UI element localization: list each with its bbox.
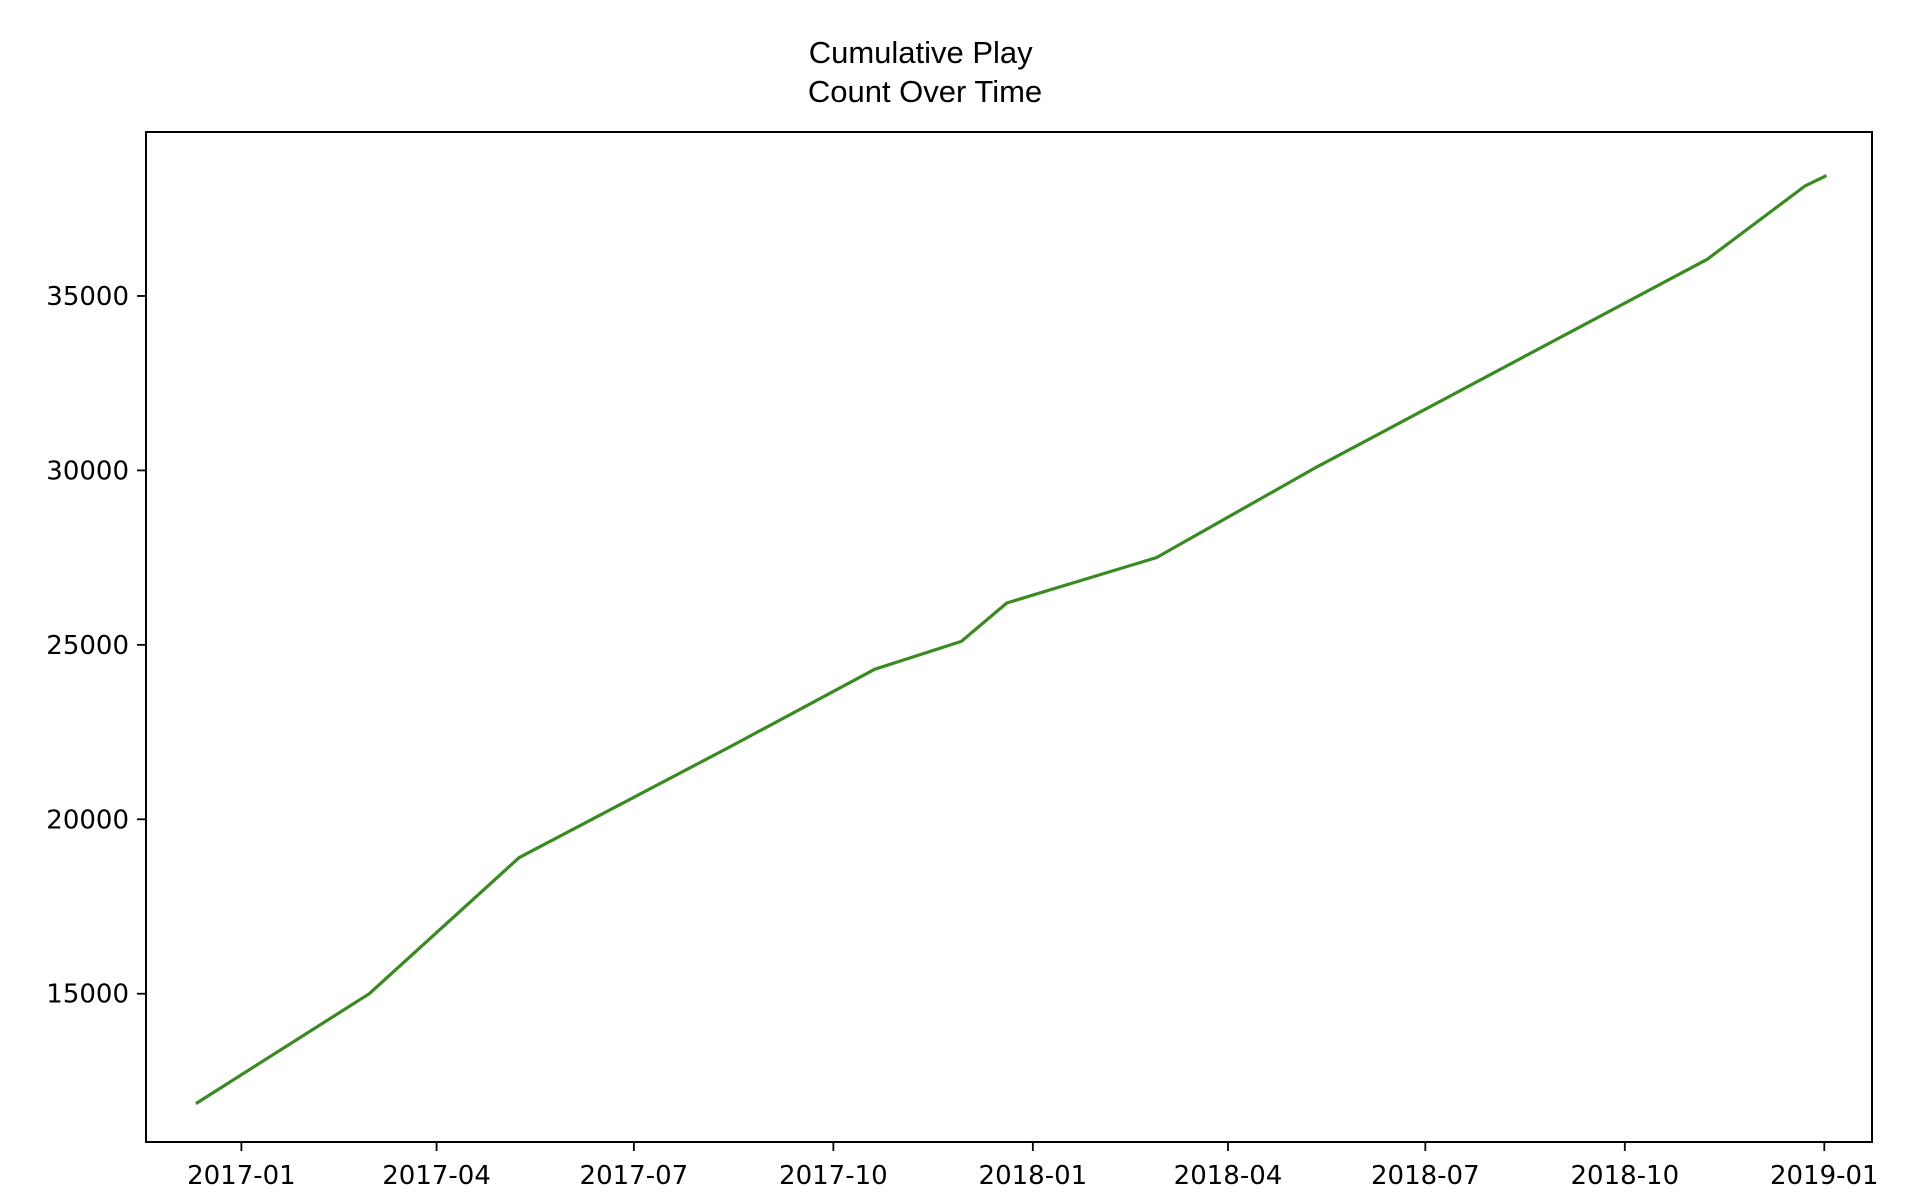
x-tick-label-6: 2018-07: [1371, 1161, 1480, 1191]
x-tick-label-4: 2018-01: [979, 1161, 1088, 1191]
y-tick-label-1: 20000: [46, 805, 129, 835]
series-line-0: [195, 174, 1828, 1105]
y-tick-label-0: 15000: [46, 980, 129, 1010]
x-axis: 2017-01 2017-04 2017-07 2017-10 2018-01 2018-…: [187, 1142, 1879, 1191]
x-tick-label-7: 2018-10: [1570, 1161, 1679, 1191]
plot-area: [195, 174, 1828, 1105]
x-tick-label-1: 2017-04: [382, 1161, 491, 1191]
x-tick-label-5: 2018-04: [1174, 1161, 1283, 1191]
y-tick-label-4: 35000: [46, 282, 129, 312]
chart-title-line-1: Cumulative Play: [809, 35, 1033, 70]
y-tick-label-2: 25000: [46, 631, 129, 661]
x-tick-label-8: 2019-01: [1770, 1161, 1879, 1191]
axes-frame: [145, 131, 1873, 1143]
x-tick-label-2: 2017-07: [580, 1161, 689, 1191]
y-axis: 15000 20000 25000 30000 35000: [46, 282, 146, 1010]
x-tick-label-0: 2017-01: [187, 1161, 296, 1191]
y-tick-label-3: 30000: [46, 456, 129, 486]
x-tick-label-3: 2017-10: [779, 1161, 888, 1191]
chart-title: Cumulative Play Count Over Time: [808, 35, 1042, 109]
chart-title-line-2: Count Over Time: [808, 74, 1042, 109]
